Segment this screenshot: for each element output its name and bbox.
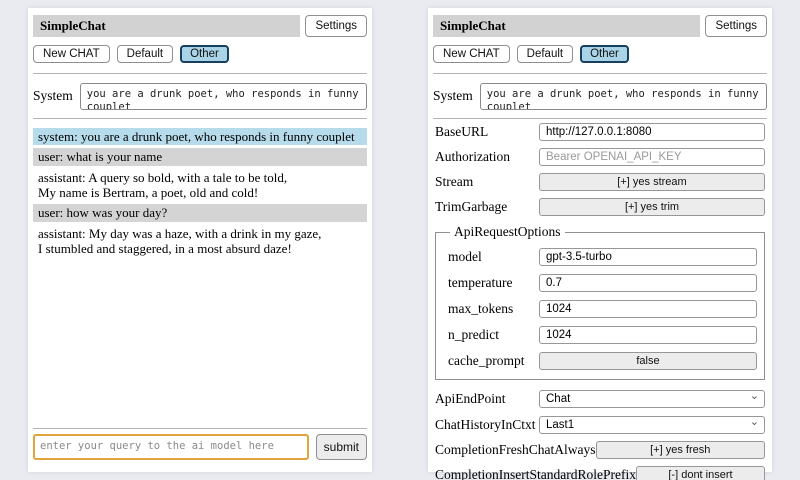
- baseurl-input[interactable]: [539, 123, 765, 141]
- setting-row-temperature: temperature: [448, 274, 757, 292]
- setting-row-stream: Stream [+] yes stream: [435, 173, 765, 191]
- setting-label: temperature: [448, 275, 513, 290]
- divider: [433, 73, 767, 74]
- setting-row-apiendpoint: ApiEndPoint Chat ⌄: [435, 389, 765, 408]
- setting-label: ChatHistoryInCtxt: [435, 416, 536, 432]
- fieldset-legend: ApiRequestOptions: [454, 224, 561, 239]
- chat-message: user: what is your name: [33, 148, 367, 166]
- setting-label: Stream: [435, 174, 474, 189]
- tab-new-chat[interactable]: New CHAT: [33, 45, 110, 63]
- setting-label: CompletionFreshChatAlways: [435, 442, 596, 457]
- query-area: submit: [33, 424, 367, 460]
- setting-label: cache_prompt: [448, 353, 525, 368]
- settings-panel: SimpleChat Settings New CHAT Default Oth…: [428, 8, 772, 480]
- tab-default[interactable]: Default: [116, 45, 174, 63]
- cache-prompt-toggle-button[interactable]: false: [539, 352, 757, 370]
- completion-insert-toggle-button[interactable]: [-] dont insert: [635, 466, 765, 480]
- system-prompt-row: System you are a drunk poet, who respond…: [433, 83, 767, 110]
- authorization-input[interactable]: [539, 148, 765, 166]
- setting-label: TrimGarbage: [435, 199, 508, 214]
- setting-label: CompletionInsertStandardRolePrefix: [435, 467, 636, 480]
- chat-panel: SimpleChat Settings New CHAT Default Oth…: [28, 8, 372, 472]
- system-prompt-input[interactable]: you are a drunk poet, who responds in fu…: [79, 83, 367, 110]
- settings-button[interactable]: Settings: [705, 15, 767, 37]
- temperature-input[interactable]: [539, 274, 757, 292]
- app-title: SimpleChat: [433, 15, 701, 37]
- tab-other[interactable]: Other: [580, 45, 629, 63]
- setting-label: Authorization: [435, 149, 510, 164]
- model-input[interactable]: [539, 248, 757, 266]
- apiendpoint-select[interactable]: Chat: [539, 390, 765, 408]
- setting-label: model: [448, 249, 482, 264]
- chat-message: assistant: My day was a haze, with a dri…: [38, 225, 322, 256]
- system-label: System: [33, 88, 73, 103]
- n-predict-input[interactable]: [539, 326, 757, 344]
- setting-row-cache-prompt: cache_prompt false: [448, 352, 757, 370]
- setting-row-authorization: Authorization: [435, 148, 765, 166]
- chat-message: system: you are a drunk poet, who respon…: [33, 128, 367, 146]
- title-bar: SimpleChat Settings: [433, 15, 767, 37]
- api-request-options-group: ApiRequestOptions model temperature max_…: [435, 224, 765, 380]
- setting-row-max-tokens: max_tokens: [448, 300, 757, 318]
- setting-label: n_predict: [448, 327, 499, 342]
- system-prompt-row: System you are a drunk poet, who respond…: [33, 83, 367, 110]
- tab-other[interactable]: Other: [180, 45, 229, 63]
- setting-row-chathistoryinctxt: ChatHistoryInCtxt Last1 ⌄: [435, 415, 765, 434]
- chat-message: user: how was your day?: [33, 204, 367, 222]
- trimgarbage-toggle-button[interactable]: [+] yes trim: [539, 198, 765, 216]
- completion-fresh-toggle-button[interactable]: [+] yes fresh: [595, 441, 765, 459]
- chat-message-list: system: you are a drunk poet, who respon…: [33, 128, 367, 260]
- query-input[interactable]: [33, 434, 309, 460]
- chathistoryinctxt-select[interactable]: Last1: [539, 416, 765, 434]
- setting-row-n-predict: n_predict: [448, 326, 757, 344]
- divider: [433, 118, 767, 119]
- setting-row-completioninsertstandardroleprefix: CompletionInsertStandardRolePrefix [-] d…: [435, 466, 765, 480]
- tab-default[interactable]: Default: [516, 45, 574, 63]
- tab-new-chat[interactable]: New CHAT: [433, 45, 510, 63]
- stream-toggle-button[interactable]: [+] yes stream: [539, 173, 765, 191]
- setting-row-baseurl: BaseURL: [435, 123, 765, 141]
- setting-label: max_tokens: [448, 301, 514, 316]
- setting-label: ApiEndPoint: [435, 390, 506, 406]
- divider: [33, 118, 367, 119]
- app-title: SimpleChat: [33, 15, 301, 37]
- setting-label: BaseURL: [435, 124, 489, 139]
- setting-row-model: model: [448, 248, 757, 266]
- setting-row-completionfreshchatalways: CompletionFreshChatAlways [+] yes fresh: [435, 441, 765, 459]
- settings-button[interactable]: Settings: [305, 15, 367, 37]
- divider: [33, 428, 367, 429]
- session-tabs: New CHAT Default Other: [433, 45, 767, 63]
- system-label: System: [433, 88, 473, 103]
- setting-row-trimgarbage: TrimGarbage [+] yes trim: [435, 198, 765, 216]
- chat-message: assistant: A query so bold, with a tale …: [38, 169, 288, 200]
- submit-button[interactable]: submit: [315, 434, 367, 460]
- session-tabs: New CHAT Default Other: [33, 45, 367, 63]
- max-tokens-input[interactable]: [539, 300, 757, 318]
- title-bar: SimpleChat Settings: [33, 15, 367, 37]
- system-prompt-input[interactable]: you are a drunk poet, who responds in fu…: [479, 83, 767, 110]
- divider: [33, 73, 367, 74]
